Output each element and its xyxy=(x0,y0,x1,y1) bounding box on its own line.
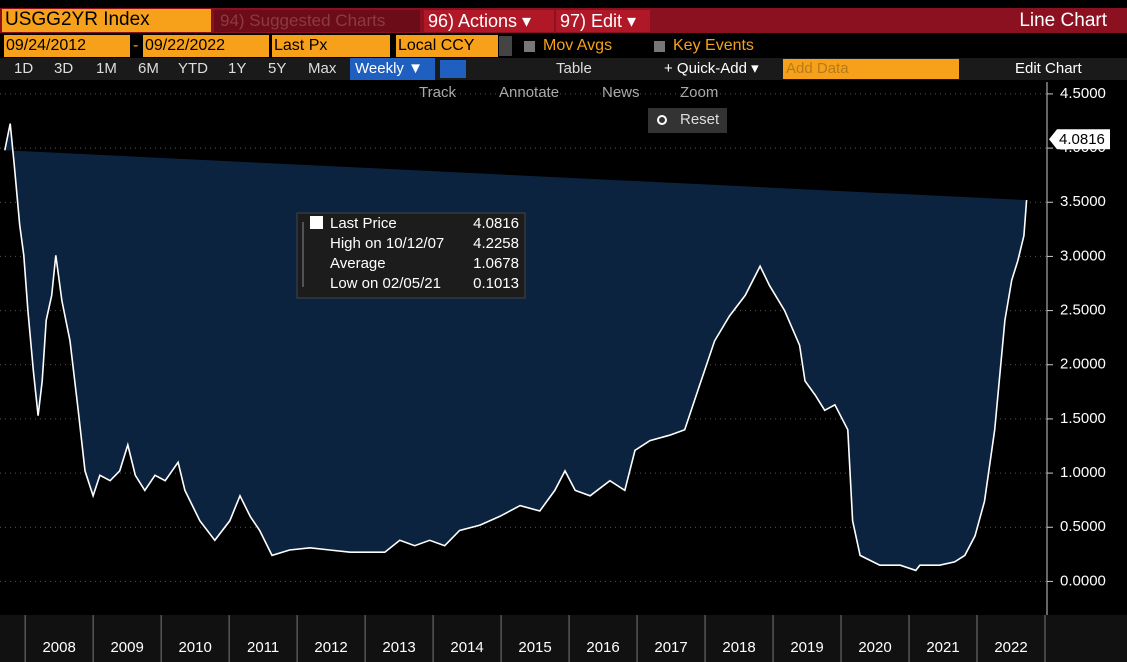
chart-tool[interactable]: Annotate xyxy=(499,84,560,101)
edit-chart[interactable]: Edit Chart xyxy=(1015,60,1082,77)
period-button[interactable]: 5Y xyxy=(268,60,287,77)
x-tick-label: 2010 xyxy=(178,639,211,656)
reset-icon xyxy=(657,115,667,125)
period-button[interactable]: Max xyxy=(308,60,337,77)
x-tick-label: 2015 xyxy=(518,639,551,656)
chart-tool[interactable]: Zoom xyxy=(680,84,719,101)
chart-tool[interactable]: Track xyxy=(419,84,456,101)
legend-box xyxy=(296,212,526,299)
y-tick-label: 4.5000 xyxy=(1060,85,1106,102)
period-button[interactable]: 6M xyxy=(138,60,159,77)
chart: 0.0000 0.5000 1.0000 1.5000 2.0000 2.5000 3.00… xyxy=(0,82,1127,662)
date-dash: - xyxy=(133,37,139,54)
period-button[interactable]: 1Y xyxy=(228,60,247,77)
legend-value: 4.2258 xyxy=(473,235,519,252)
period-button[interactable]: YTD xyxy=(178,60,208,77)
x-tick-label: 2013 xyxy=(382,639,415,656)
x-tick-label: 2019 xyxy=(790,639,823,656)
reset-button[interactable]: Reset xyxy=(680,111,720,128)
x-tick-label: 2022 xyxy=(994,639,1027,656)
legend-label: Low on 02/05/21 xyxy=(330,275,441,292)
y-tick-label: 0.5000 xyxy=(1060,518,1106,535)
currency-drop[interactable] xyxy=(499,36,512,56)
checkbox[interactable] xyxy=(524,41,535,52)
x-axis-band xyxy=(0,615,1127,662)
chart-kind: Line Chart xyxy=(1019,10,1107,31)
y-tick-label: 1.5000 xyxy=(1060,410,1106,427)
legend-label: High on 10/12/07 xyxy=(330,235,444,252)
checkbox[interactable] xyxy=(654,41,665,52)
legend-value: 4.0816 xyxy=(473,215,519,232)
chart-tool[interactable]: News xyxy=(602,84,640,101)
x-tick-label: 2020 xyxy=(858,639,891,656)
period-button[interactable]: 3D xyxy=(54,60,74,77)
last-value-tag xyxy=(1049,129,1110,150)
suggested-button[interactable]: 94) Suggested Charts xyxy=(214,10,420,32)
security-box[interactable]: USGG2YR Index xyxy=(2,9,211,32)
legend-label: Last Price xyxy=(330,215,397,232)
x-tick-label: 2012 xyxy=(314,639,347,656)
currency-box[interactable]: Local CCY xyxy=(396,35,498,57)
mov-avgs[interactable]: Mov Avgs xyxy=(543,37,613,54)
y-tick-label: 3.0000 xyxy=(1060,247,1106,264)
y-tick-label: 2.0000 xyxy=(1060,356,1106,373)
table-button[interactable]: Table xyxy=(556,60,592,77)
frequency-button[interactable]: Weekly ▼ xyxy=(350,58,435,80)
x-tick-label: 2009 xyxy=(110,639,143,656)
x-tick-label: 2011 xyxy=(247,639,279,656)
legend-label: Average xyxy=(330,255,386,272)
y-tick-label: 2.5000 xyxy=(1060,302,1106,319)
x-tick-label: 2017 xyxy=(654,639,687,656)
x-tick-label: 2016 xyxy=(586,639,619,656)
x-tick-label: 2008 xyxy=(42,639,75,656)
period-button[interactable]: 1D xyxy=(14,60,34,77)
legend-value: 0.1013 xyxy=(473,275,519,292)
legend-value: 1.0678 xyxy=(473,255,519,272)
end-date[interactable]: 09/22/2022 xyxy=(143,35,269,57)
key-events[interactable]: Key Events xyxy=(673,37,754,54)
actions-button[interactable]: 96) Actions ▾ xyxy=(424,10,554,32)
line-icon[interactable] xyxy=(440,60,466,78)
last-value-label: 4.0816 xyxy=(1059,131,1105,148)
x-tick-label: 2018 xyxy=(722,639,755,656)
y-tick-label: 3.5000 xyxy=(1060,193,1106,210)
period-button[interactable]: 1M xyxy=(96,60,117,77)
edit-button[interactable]: 97) Edit ▾ xyxy=(556,10,650,32)
quick-add[interactable]: + Quick-Add ▾ xyxy=(664,60,759,77)
legend-swatch xyxy=(310,216,323,229)
field-box[interactable]: Last Px xyxy=(272,35,390,57)
y-tick-label: 0.0000 xyxy=(1060,572,1106,589)
y-tick-label: 1.0000 xyxy=(1060,464,1106,481)
line xyxy=(4,123,1028,572)
x-tick-label: 2014 xyxy=(450,639,483,656)
add-data[interactable]: Add Data xyxy=(783,59,959,79)
start-date[interactable]: 09/24/2012 xyxy=(4,35,130,57)
x-tick-label: 2021 xyxy=(926,639,959,656)
area xyxy=(4,123,1027,571)
